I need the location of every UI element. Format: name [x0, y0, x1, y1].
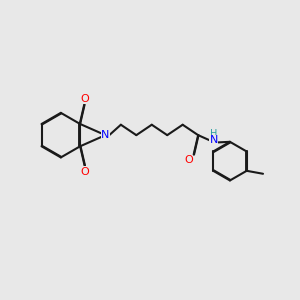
Text: N: N: [209, 135, 218, 145]
Text: O: O: [184, 155, 193, 165]
Text: O: O: [80, 167, 89, 176]
Text: H: H: [210, 129, 217, 139]
Text: O: O: [80, 94, 89, 104]
Text: N: N: [101, 130, 110, 140]
